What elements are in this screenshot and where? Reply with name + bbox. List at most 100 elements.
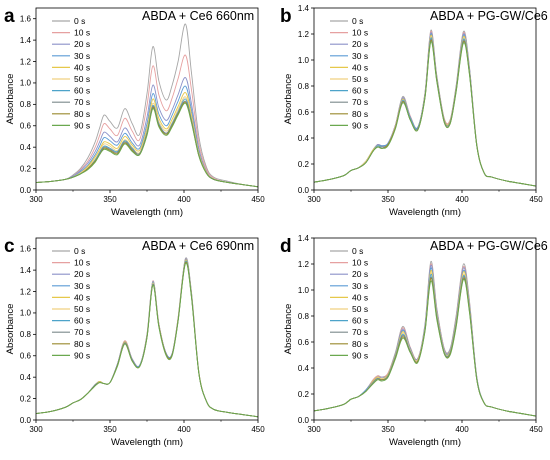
legend-entry: 70 s (74, 97, 90, 107)
series-group (314, 29, 536, 187)
y-tick-label: 0.8 (20, 330, 32, 339)
y-tick-label: 1.6 (20, 245, 32, 254)
y-tick-label: 1.2 (20, 57, 32, 66)
legend-entry: 0 s (74, 246, 85, 256)
chart-title: ABDA + PG-GW/Ce6 690nm (430, 239, 550, 253)
series-line-50s (314, 36, 536, 187)
series-line-60s (314, 273, 536, 417)
x-axis-label: Wavelength (nm) (389, 207, 461, 218)
legend-entry: 0 s (352, 16, 363, 26)
y-tick-label: 0.8 (298, 82, 310, 91)
x-tick-label: 300 (29, 195, 43, 204)
y-tick-label: 1.2 (298, 260, 310, 269)
x-tick-label: 400 (177, 425, 191, 434)
series-line-80s (314, 277, 536, 417)
x-tick-label: 400 (177, 195, 191, 204)
legend: 0 s 10 s20 s 30 s40 s 50 s 60 s70 s 80 s90 s (52, 246, 90, 360)
series-line-90s (36, 102, 258, 188)
x-tick-label: 350 (381, 425, 395, 434)
x-tick-label: 300 (29, 425, 43, 434)
series-line-30s (314, 267, 536, 417)
series-line-0s (314, 260, 536, 417)
legend-entry: 40 s (74, 292, 90, 302)
plot-frame (35, 7, 259, 191)
legend-entry: 30 s (352, 281, 368, 291)
x-axis-label: Wavelength (nm) (111, 437, 183, 448)
y-tick-label: 0.4 (298, 134, 310, 143)
series-line-0s (36, 23, 258, 188)
series-line-10s (36, 54, 258, 188)
x-tick-label: 450 (251, 425, 265, 434)
x-tick-label: 350 (381, 195, 395, 204)
legend-entry: 70 s (352, 327, 368, 337)
y-tick-label: 0.2 (298, 390, 310, 399)
series-line-0s (314, 29, 536, 187)
legend: 0 s 10 s20 s 30 s40 s 50 s 60 s70 s 80 s90 s (330, 16, 368, 130)
panel-letter: a (4, 6, 15, 27)
legend-entry: 20 s (74, 39, 90, 49)
series-line-70s (314, 38, 536, 187)
chart-panel-b: b ABDA + PG-GW/Ce6 660nm 300 350 400 450 0.0 0.… (280, 4, 550, 218)
legend: 0 s 10 s20 s 30 s40 s 50 s 60 s70 s 80 s90 s (330, 246, 368, 360)
chart-title: ABDA + Ce6 690nm (142, 239, 254, 253)
series-line-20s (36, 77, 258, 188)
x-tick-label: 300 (307, 425, 321, 434)
y-tick-label: 1.6 (20, 15, 32, 24)
y-tick-label: 1.0 (298, 286, 310, 295)
series-group (36, 257, 258, 418)
legend-entry: 10 s (352, 258, 368, 268)
y-tick-label: 0.6 (298, 108, 310, 117)
y-axis-label: Absorbance (5, 304, 16, 355)
y-tick-label: 0.0 (20, 186, 32, 195)
panel-letter: b (280, 6, 292, 27)
legend-entry: 60 s (352, 86, 368, 96)
legend-entry: 0 s (352, 246, 363, 256)
series-line-50s (314, 272, 536, 417)
y-tick-label: 0.0 (298, 186, 310, 195)
series-line-60s (314, 37, 536, 187)
series-group (314, 260, 536, 417)
x-tick-label: 400 (455, 195, 469, 204)
series-line-30s (314, 33, 536, 187)
y-tick-label: 0.0 (20, 416, 32, 425)
legend-entry: 30 s (352, 51, 368, 61)
y-tick-label: 0.8 (20, 100, 32, 109)
legend-entry: 10 s (74, 258, 90, 268)
legend-entry: 80 s (352, 109, 368, 119)
y-tick-label: 1.0 (20, 309, 32, 318)
y-tick-label: 0.8 (298, 312, 310, 321)
chart-panel-d: d ABDA + PG-GW/Ce6 690nm 300 350 400 450 0.0 0.… (280, 234, 550, 448)
legend-entry: 80 s (352, 339, 368, 349)
legend-entry: 50 s (74, 74, 90, 84)
y-tick-label: 0.2 (20, 394, 32, 403)
y-tick-label: 1.4 (298, 234, 310, 243)
chart-panel-a: a ABDA + Ce6 660nm 300 350 400 450 0.0 0.2 0.4 0.… (4, 6, 265, 218)
legend-entry: 70 s (74, 327, 90, 337)
chart-panel-c: c ABDA + Ce6 690nm 300 350 400 450 0.0 0.2 0.4 0.… (4, 236, 265, 448)
y-tick-label: 1.0 (298, 56, 310, 65)
x-tick-label: 350 (103, 195, 117, 204)
legend-entry: 90 s (352, 350, 368, 360)
y-tick-label: 1.2 (20, 287, 32, 296)
legend-entry: 40 s (74, 62, 90, 72)
chart-title: ABDA + Ce6 660nm (142, 9, 254, 23)
chart-title: ABDA + PG-GW/Ce6 660nm (430, 9, 550, 23)
series-line-50s (36, 96, 258, 188)
legend-entry: 70 s (352, 97, 368, 107)
y-tick-label: 1.0 (20, 79, 32, 88)
series-line-20s (314, 264, 536, 417)
legend-entry: 10 s (352, 28, 368, 38)
x-tick-label: 450 (529, 195, 543, 204)
series-group (36, 23, 258, 188)
legend-entry: 40 s (352, 292, 368, 302)
series-line-90s (314, 279, 536, 417)
x-tick-label: 300 (307, 195, 321, 204)
series-line-90s (36, 262, 258, 418)
x-axis-label: Wavelength (nm) (111, 207, 183, 218)
legend-entry: 30 s (74, 51, 90, 61)
y-tick-label: 0.6 (20, 122, 32, 131)
series-line-90s (314, 41, 536, 187)
y-tick-label: 0.6 (298, 338, 310, 347)
y-tick-label: 1.4 (20, 36, 32, 45)
legend-entry: 20 s (352, 269, 368, 279)
